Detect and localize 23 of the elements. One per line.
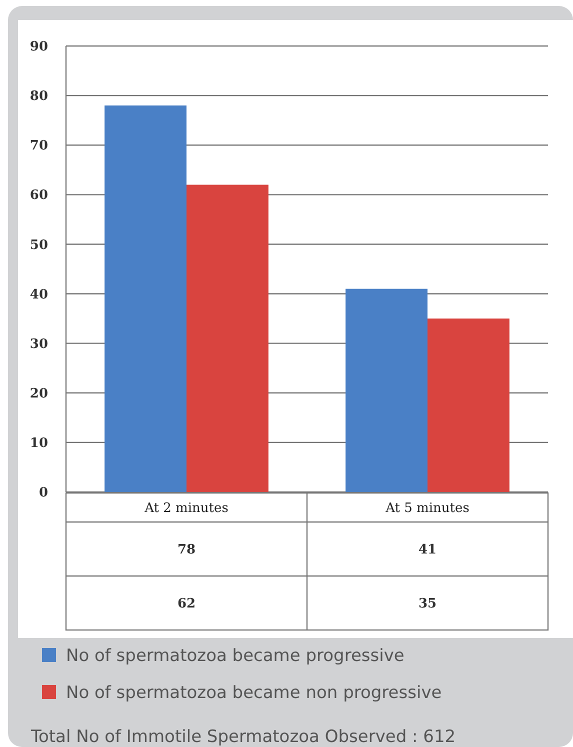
x-tick-label: At 2 minutes [144,501,228,516]
y-tick-label: 30 [30,336,48,352]
y-tick-label: 40 [30,287,48,302]
bar [104,105,186,492]
bar [186,184,268,492]
y-tick-label: 60 [30,188,48,204]
text: Total No of Immotile Spermatozoa Observed : 612 [30,726,456,747]
y-tick-label: 0 [38,486,48,501]
x-tick-label: At 5 minutes [384,501,470,516]
legend-label: No of spermatozoa became non progressive [66,682,442,703]
bar [346,288,428,492]
data-label: 41 [418,542,437,558]
data-label: 78 [177,542,196,558]
bar [428,318,510,492]
legend-label: No of spermatozoa became progressive [66,646,404,666]
y-tick-label: 20 [30,386,48,402]
y-tick-label: 50 [30,238,48,253]
data-label: 35 [418,596,437,612]
y-tick-label: 80 [30,89,48,104]
y-tick-label: 10 [30,436,48,451]
y-tick-label: 70 [30,138,48,154]
data-label: 62 [177,596,196,612]
y-tick-label: 90 [30,40,48,55]
